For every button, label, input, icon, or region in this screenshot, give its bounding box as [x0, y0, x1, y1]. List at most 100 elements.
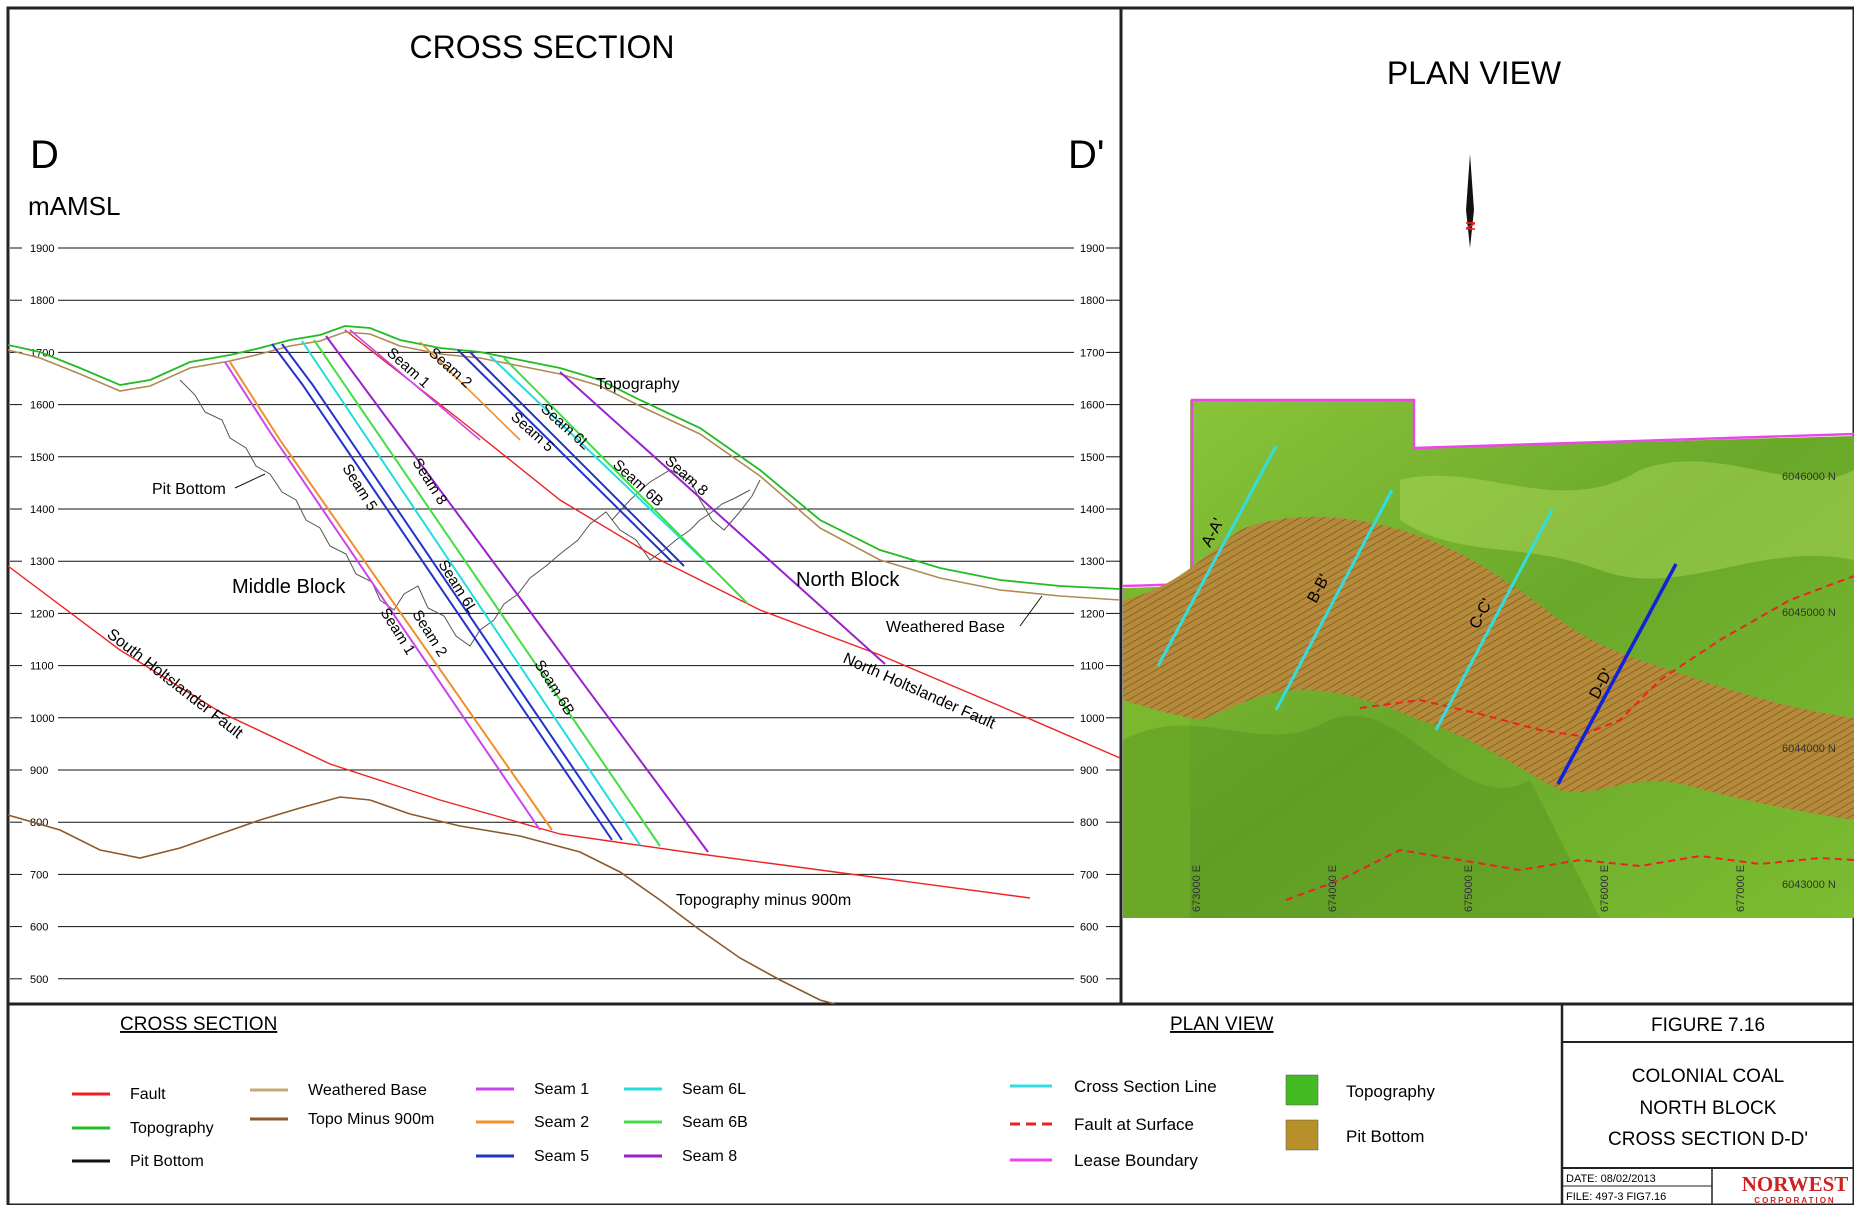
weathered-base-leader: [1019, 595, 1043, 627]
plan-section-line-b: [1274, 489, 1394, 711]
plan-relief-highlight: [1400, 461, 1854, 579]
legend-label: Topo Minus 900m: [308, 1111, 434, 1128]
legend-label: Lease Boundary: [1074, 1151, 1198, 1170]
legend-label: Topography: [130, 1120, 214, 1137]
seam-2-line-west: [229, 361, 553, 831]
plan-easting-label-4: 676000 E: [1599, 865, 1611, 912]
plan-fault-at-surface-north: [1359, 575, 1854, 738]
title-line-1: COLONIAL COAL: [1632, 1066, 1784, 1087]
elevation-label-left: 1500: [30, 452, 54, 464]
topography-label: Topography: [596, 376, 680, 393]
seam-5-line-west-b: [281, 343, 623, 841]
south-fault-label: South Holtslander Fault: [104, 626, 247, 743]
title-block: FIGURE 7.16 COLONIAL COAL NORTH BLOCK CR…: [1560, 1004, 1854, 1205]
seam-5-line-north-b: [469, 351, 685, 567]
legend-label: Pit Bottom: [1346, 1127, 1424, 1146]
legend-panel: CROSS SECTION PLAN VIEW Fault Topography P…: [72, 1014, 1435, 1170]
elevation-label-right: 1400: [1080, 504, 1104, 516]
plan-easting-label-2: 674000 E: [1327, 865, 1339, 912]
weathered-base-label: Weathered Base: [886, 619, 1005, 636]
elevation-label-right: 800: [1080, 817, 1098, 829]
section-start-label: D: [30, 133, 59, 177]
legend-cross-heading: CROSS SECTION: [120, 1014, 277, 1035]
seam-6b-line-west: [313, 339, 661, 847]
pit-bottom-line-north: [611, 469, 761, 531]
plan-section-line-d: [1556, 563, 1678, 785]
elevation-label-left: 1200: [30, 608, 54, 620]
plan-view-title: PLAN VIEW: [1387, 55, 1562, 91]
elevation-label-left: 600: [30, 922, 48, 934]
figure-number: FIGURE 7.16: [1651, 1015, 1765, 1036]
elevation-label-right: 700: [1080, 869, 1098, 881]
plan-pit-bottom-area: [1123, 516, 1854, 820]
elevation-label-left: 500: [30, 974, 48, 986]
elevation-label-right: 1800: [1080, 295, 1104, 307]
title-line-3: CROSS SECTION D-D': [1608, 1129, 1808, 1150]
elevation-label-right: 1600: [1080, 400, 1104, 412]
north-arrow-icon: N: [1463, 154, 1478, 248]
weathered-base-line: [8, 331, 1120, 601]
legend-label: Seam 5: [534, 1148, 589, 1165]
legend-label: Fault at Surface: [1074, 1115, 1194, 1134]
seam-8-label-north: Seam 8: [661, 452, 711, 499]
elevation-label-left: 1300: [30, 556, 54, 568]
plan-section-line-a: [1156, 445, 1278, 667]
seam-6l-label-west: Seam 6L: [435, 557, 481, 617]
topo-minus-900m-line: [8, 796, 836, 1004]
seam-1-line-north: [349, 329, 481, 441]
elevation-label-left: 1900: [30, 243, 54, 255]
seam-6l-line-north: [489, 355, 715, 571]
elevation-label-left: 700: [30, 869, 48, 881]
pit-bottom-line: [179, 379, 751, 647]
plan-easting-label-1: 673000 E: [1191, 865, 1203, 912]
cross-section-title: CROSS SECTION: [410, 29, 675, 65]
legend-label: Seam 8: [682, 1148, 737, 1165]
legend-swatch: [1285, 1119, 1319, 1151]
legend-label: Fault: [130, 1086, 166, 1103]
seam-8-line-north: [559, 371, 886, 665]
elevation-label-left: 1100: [30, 661, 54, 673]
plan-section-line-c: [1434, 509, 1554, 731]
legend-label: Seam 2: [534, 1114, 589, 1131]
company-logo-sub: CORPORATION: [1754, 1196, 1835, 1205]
legend-label: Weathered Base: [308, 1082, 427, 1099]
plan-northing-label-4: 6043000 N: [1782, 879, 1836, 891]
legend-items: Fault Topography Pit Bottom Weathered Base T…: [72, 1074, 1435, 1170]
elevation-label-right: 500: [1080, 974, 1098, 986]
plan-view-panel: PLAN VIEW N A-A' B-B' C-C': [1123, 55, 1854, 918]
elevation-label-right: 1900: [1080, 243, 1104, 255]
seam-6l-line-west: [301, 340, 641, 846]
company-logo: NORWEST: [1742, 1172, 1849, 1196]
elevation-label-right: 900: [1080, 765, 1098, 777]
seam-5-line-north-a: [457, 349, 673, 563]
north-holtslander-fault: [344, 329, 1120, 759]
legend-label: Seam 6L: [682, 1081, 746, 1098]
elevation-label-right: 1300: [1080, 556, 1104, 568]
elevation-label-right: 1700: [1080, 347, 1104, 359]
elevation-label-right: 600: [1080, 922, 1098, 934]
legend-label: Pit Bottom: [130, 1153, 204, 1170]
elevation-label-left: 1400: [30, 504, 54, 516]
cross-section-panel: CROSS SECTION D D' mAMSL 1900 1900 1800 180…: [8, 29, 1120, 1004]
south-holtslander-fault: [8, 565, 1031, 899]
elevation-unit-label: mAMSL: [28, 191, 120, 221]
pit-bottom-label: Pit Bottom: [152, 481, 226, 498]
section-end-label: D': [1068, 133, 1105, 177]
elevation-label-left: 1600: [30, 400, 54, 412]
legend-swatch: [1285, 1074, 1319, 1106]
elevation-label-left: 1000: [30, 713, 54, 725]
legend-label: Cross Section Line: [1074, 1077, 1217, 1096]
plan-northing-label-2: 6045000 N: [1782, 607, 1836, 619]
plan-fault-at-surface-south: [1285, 848, 1854, 901]
elevation-label-left: 1800: [30, 295, 54, 307]
middle-block-label: Middle Block: [232, 576, 346, 598]
plan-northing-label-1: 6046000 N: [1782, 471, 1836, 483]
elevation-label-right: 1100: [1080, 661, 1104, 673]
legend-label: Topography: [1346, 1082, 1435, 1101]
plan-relief-shading: [1123, 715, 1600, 918]
seam-8-line-west: [325, 335, 709, 853]
elevation-label-left: 900: [30, 765, 48, 777]
topography-line: [8, 325, 1120, 590]
north-arrow-letter: N: [1463, 221, 1478, 230]
topo-minus-label: Topography minus 900m: [676, 892, 851, 909]
